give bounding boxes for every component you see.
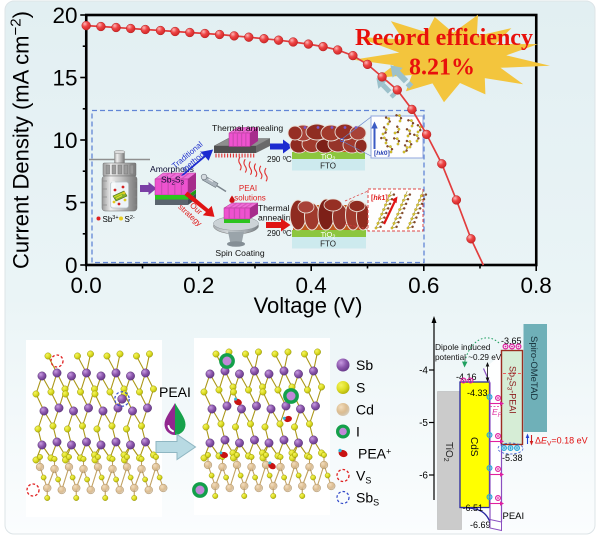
svg-text:[hk1]: [hk1] (371, 195, 388, 202)
svg-text:FTO: FTO (320, 162, 336, 171)
svg-text:0.4: 0.4 (296, 273, 327, 298)
svg-text:Sb2S3: Sb2S3 (161, 175, 185, 187)
svg-text:TiO2: TiO2 (442, 442, 454, 462)
svg-text:[hk0]: [hk0] (374, 150, 390, 157)
svg-text:solutions: solutions (234, 194, 266, 203)
svg-text:8.21%: 8.21% (409, 55, 475, 81)
svg-text:-6.51: -6.51 (463, 503, 484, 513)
svg-text:PEAI: PEAI (159, 384, 191, 400)
svg-text:5: 5 (65, 191, 78, 216)
svg-text:0: 0 (65, 253, 78, 278)
svg-text:Sb: Sb (356, 357, 373, 373)
svg-text:Voltage (V): Voltage (V) (254, 293, 363, 318)
svg-text:Dipole induced: Dipole induced (435, 342, 491, 352)
svg-text:Cd: Cd (356, 402, 374, 418)
svg-text:EF: EF (492, 407, 502, 419)
svg-text:S: S (356, 380, 365, 396)
svg-text:annealing: annealing (258, 213, 295, 223)
svg-text:-6.69: -6.69 (470, 520, 491, 530)
svg-text:0.6: 0.6 (408, 273, 439, 298)
svg-text:Current Density (mA cm−2): Current Density (mA cm−2) (8, 11, 34, 269)
svg-text:FTO: FTO (320, 240, 336, 249)
svg-text:Amorphous: Amorphous (150, 164, 194, 174)
svg-text:-5: -5 (419, 418, 428, 429)
svg-text:Spiro-OMeTAD: Spiro-OMeTAD (528, 336, 539, 400)
svg-text:PEAI: PEAI (239, 184, 257, 193)
svg-text:290 oC: 290 oC (267, 229, 292, 238)
svg-text:15: 15 (52, 66, 77, 91)
svg-text:TiO2: TiO2 (321, 152, 336, 163)
svg-text:Thermal: Thermal (258, 203, 290, 213)
svg-text:Thermal annealing: Thermal annealing (212, 123, 283, 133)
svg-text:0.2: 0.2 (183, 273, 214, 298)
svg-text:Sb3+: Sb3+ (103, 215, 119, 224)
svg-text:-6: -6 (419, 471, 428, 482)
svg-text:PEAI: PEAI (503, 511, 525, 522)
svg-text:-5.38: -5.38 (502, 453, 523, 463)
svg-text:S2-: S2- (125, 215, 135, 224)
svg-text:I: I (356, 424, 360, 440)
svg-text:CdS: CdS (468, 437, 479, 457)
svg-text:potential ~0.29 eV: potential ~0.29 eV (435, 353, 502, 362)
svg-text:TiO2: TiO2 (321, 230, 336, 241)
svg-text:290 oC: 290 oC (267, 155, 292, 164)
svg-text:Spin Coating: Spin Coating (215, 248, 264, 258)
svg-text:-4.33: -4.33 (467, 388, 488, 398)
svg-text:10: 10 (52, 128, 77, 153)
svg-text:PEA+: PEA+ (358, 446, 391, 462)
svg-text:-4: -4 (419, 366, 428, 377)
svg-text:-4.16: -4.16 (456, 372, 477, 382)
svg-text:20: 20 (52, 3, 77, 28)
svg-text:0.8: 0.8 (521, 273, 552, 298)
svg-text:0.0: 0.0 (71, 273, 102, 298)
svg-text:-3.65: -3.65 (501, 336, 522, 346)
svg-text:Record efficiency: Record efficiency (355, 25, 533, 51)
